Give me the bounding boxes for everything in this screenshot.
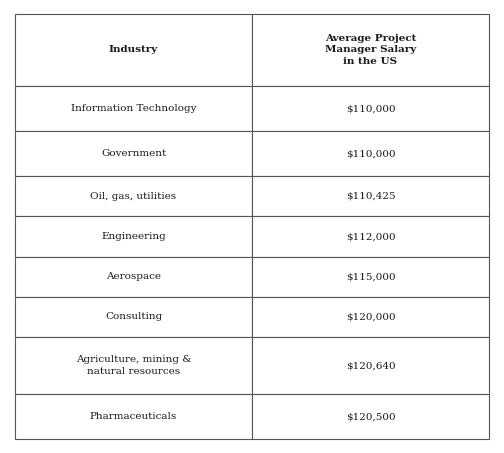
Text: Average Project
Manager Salary
in the US: Average Project Manager Salary in the US xyxy=(325,34,416,66)
Bar xyxy=(252,256,489,297)
Bar xyxy=(252,176,489,217)
Bar xyxy=(252,297,489,337)
Text: $110,000: $110,000 xyxy=(346,104,395,113)
Bar xyxy=(15,86,252,131)
Bar xyxy=(15,256,252,297)
Text: Agriculture, mining &
natural resources: Agriculture, mining & natural resources xyxy=(76,355,192,376)
Bar xyxy=(252,217,489,256)
Text: $110,000: $110,000 xyxy=(346,149,395,159)
Bar xyxy=(252,131,489,176)
Bar xyxy=(252,337,489,394)
Text: Consulting: Consulting xyxy=(105,312,162,321)
Bar xyxy=(252,394,489,439)
Text: $110,425: $110,425 xyxy=(346,192,395,201)
Bar xyxy=(252,14,489,86)
Text: Oil, gas, utilities: Oil, gas, utilities xyxy=(91,192,176,201)
Bar xyxy=(15,217,252,256)
Text: $115,000: $115,000 xyxy=(346,272,395,281)
Bar xyxy=(252,86,489,131)
Text: $120,500: $120,500 xyxy=(346,412,395,421)
Bar xyxy=(15,131,252,176)
Text: Engineering: Engineering xyxy=(101,232,166,241)
Text: $112,000: $112,000 xyxy=(346,232,395,241)
Bar xyxy=(15,394,252,439)
Bar xyxy=(15,297,252,337)
Bar xyxy=(15,176,252,217)
Text: Government: Government xyxy=(101,149,166,159)
Text: Information Technology: Information Technology xyxy=(71,104,197,113)
Bar xyxy=(15,337,252,394)
Text: Industry: Industry xyxy=(109,45,158,54)
Text: Pharmaceuticals: Pharmaceuticals xyxy=(90,412,177,421)
Text: Aerospace: Aerospace xyxy=(106,272,161,281)
Bar xyxy=(15,14,252,86)
Text: $120,000: $120,000 xyxy=(346,312,395,321)
Text: $120,640: $120,640 xyxy=(346,361,395,370)
